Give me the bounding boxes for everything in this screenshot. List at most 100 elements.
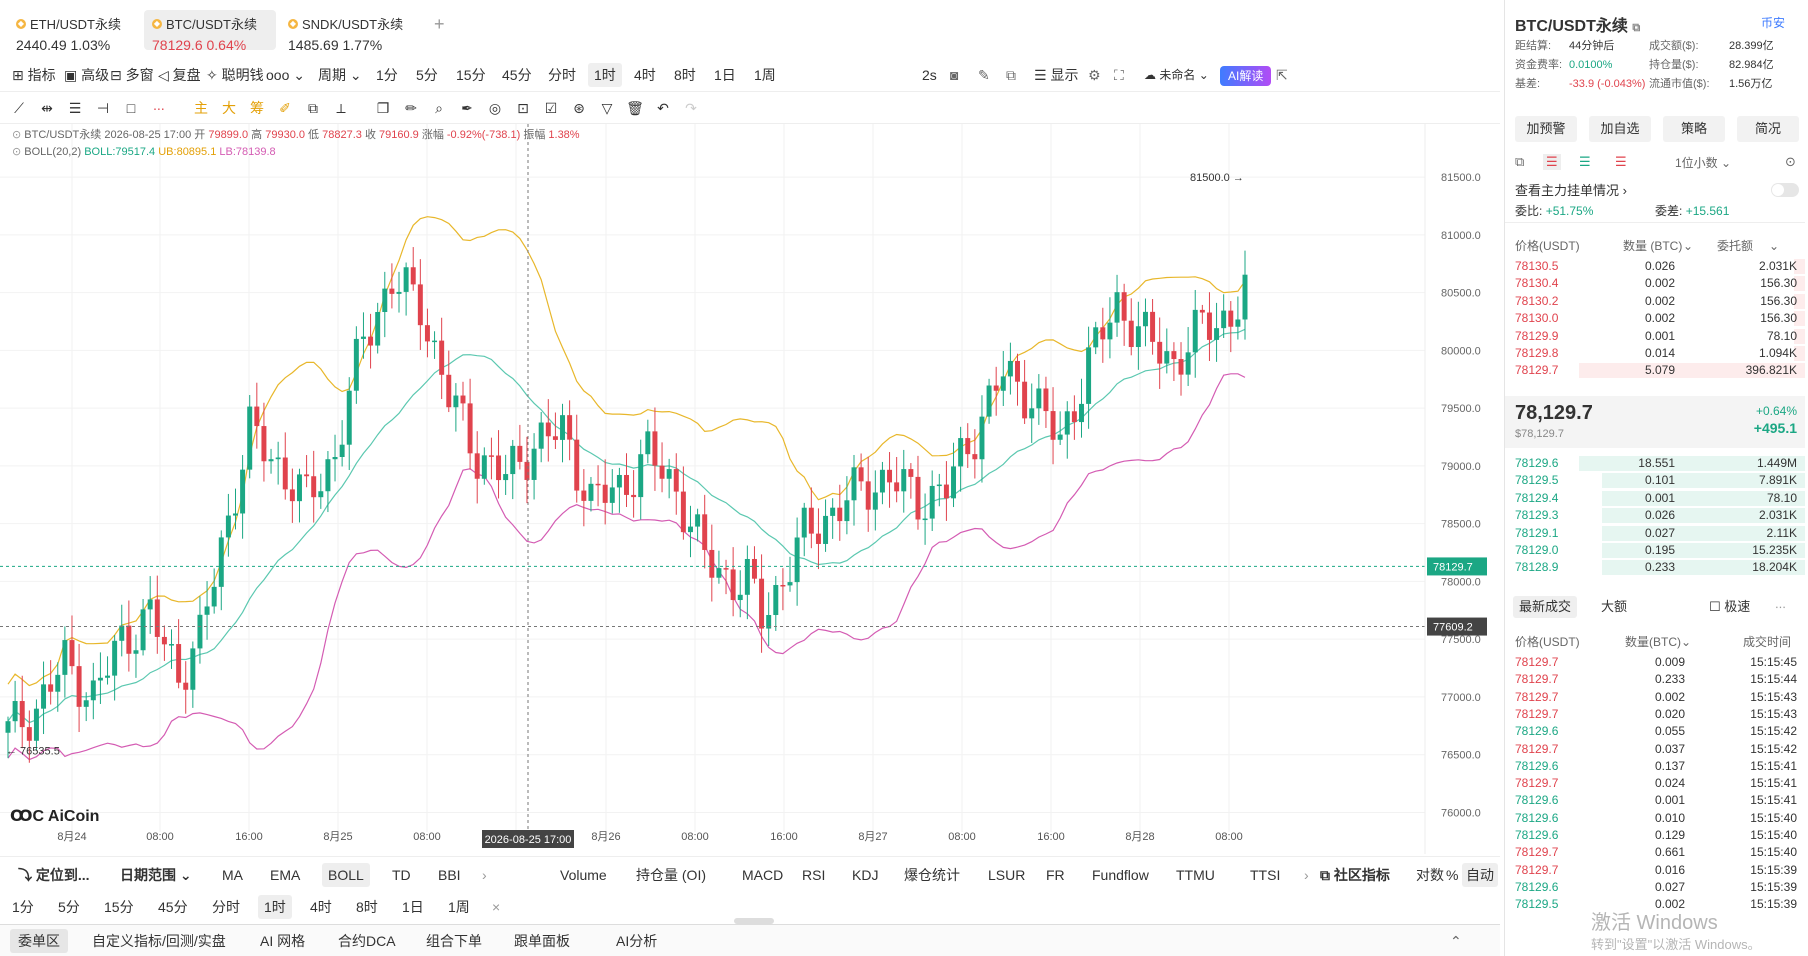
camera-icon[interactable]: ◙ <box>950 67 959 83</box>
ind-boll[interactable]: BOLL <box>322 863 370 887</box>
edit-icon[interactable]: ✎ <box>978 67 990 83</box>
settings-icon[interactable]: ⚙ <box>1088 67 1101 83</box>
locate-button[interactable]: ⤵ 定位到... <box>18 867 90 883</box>
sub-fr[interactable]: FR <box>1046 867 1065 883</box>
profile-button[interactable]: 简况 <box>1737 116 1799 142</box>
interval-45m[interactable]: 45分 <box>502 67 532 83</box>
ask-row[interactable]: 78130.0 0.002 156.30 <box>1505 310 1805 327</box>
bid-row[interactable]: 78128.9 0.233 18.204K <box>1505 559 1805 576</box>
panel-tab-copy[interactable]: 跟单面板 <box>514 933 570 949</box>
sub-ttmu[interactable]: TTMU <box>1176 867 1215 883</box>
bid-row[interactable]: 78129.1 0.027 2.11K <box>1505 525 1805 542</box>
check-icon[interactable]: ☑ <box>544 100 558 116</box>
ind-td[interactable]: TD <box>392 867 411 883</box>
clone-icon[interactable]: ❐ <box>376 100 390 116</box>
exchange-link[interactable]: 币安 <box>1761 16 1786 30</box>
trend-line-icon[interactable]: ⟋ <box>14 100 24 116</box>
quick-timeshare[interactable]: 分时 <box>212 899 240 915</box>
share-icon[interactable]: ⧉ <box>1006 67 1016 83</box>
undo-icon[interactable]: ↶ <box>657 100 669 116</box>
sub-ttsi[interactable]: TTSI <box>1250 867 1281 883</box>
interval-timeshare[interactable]: 分时 <box>548 67 576 83</box>
sub-rsi[interactable]: RSI <box>802 867 826 883</box>
trash-icon[interactable]: 🗑 <box>626 100 644 116</box>
popout-icon[interactable]: ⧉ <box>1515 154 1525 169</box>
main-orders-toggle[interactable] <box>1771 183 1799 197</box>
strategy-button[interactable]: 策略 <box>1663 116 1725 142</box>
bid-row[interactable]: 78129.5 0.101 7.891K <box>1505 472 1805 489</box>
quick-45m[interactable]: 45分 <box>158 899 188 915</box>
percent-toggle[interactable]: % <box>1446 867 1459 883</box>
sub-volume[interactable]: Volume <box>560 867 607 883</box>
large-order-icon[interactable]: 大 <box>222 100 236 116</box>
quick-8h[interactable]: 8时 <box>356 899 378 915</box>
period-dropdown[interactable]: 周期 ⌄ <box>318 67 362 83</box>
quick-15m[interactable]: 15分 <box>104 899 134 915</box>
more-icon[interactable]: ooo ⌄ <box>266 67 305 83</box>
panel-tab-dca[interactable]: 合约DCA <box>338 933 396 949</box>
rectangle-icon[interactable]: □ <box>126 100 136 116</box>
quick-4h[interactable]: 4时 <box>310 899 332 915</box>
display-button[interactable]: ☰ 显示 <box>1034 67 1079 83</box>
add-watchlist-button[interactable]: 加自选 <box>1589 116 1651 142</box>
sub-kdj[interactable]: KDJ <box>852 867 879 883</box>
chevron-right-icon[interactable]: › <box>1304 867 1309 883</box>
add-tab-button[interactable]: + <box>434 14 445 34</box>
community-indicator-button[interactable]: ⧉ 社区指标 <box>1320 867 1390 883</box>
advanced-button[interactable]: ▣ 高级 <box>64 67 110 83</box>
horizontal-line-icon[interactable]: ⇹ <box>41 100 53 116</box>
ask-row[interactable]: 78129.9 0.001 78.10 <box>1505 328 1805 345</box>
quick-1m[interactable]: 1分 <box>12 899 34 915</box>
measure-icon[interactable]: ⟂ <box>336 100 346 116</box>
ai-interpret-button[interactable]: AI解读 <box>1220 66 1272 86</box>
main-orders-link[interactable]: 查看主力挂单情况 › <box>1515 183 1627 198</box>
sub-oi[interactable]: 持仓量 (OI) <box>636 867 706 883</box>
quick-1w[interactable]: 1周 <box>448 899 470 915</box>
more-icon[interactable]: ∙∙∙ <box>1775 599 1786 614</box>
copy-icon[interactable]: ⧉ <box>308 100 318 116</box>
interval-1h[interactable]: 1时 <box>588 63 622 87</box>
ind-ema[interactable]: EMA <box>270 867 301 883</box>
zoom-icon[interactable]: ⌕ <box>435 100 443 116</box>
fast-mode-checkbox[interactable]: ☐ 极速 <box>1709 599 1751 614</box>
collapse-icon[interactable]: ⌃ <box>1450 933 1462 949</box>
ask-row[interactable]: 78129.8 0.014 1.094K <box>1505 345 1805 362</box>
interval-1m[interactable]: 1分 <box>376 67 398 83</box>
replay-button[interactable]: ◁ 复盘 <box>158 67 201 83</box>
ask-row[interactable]: 78130.2 0.002 156.30 <box>1505 293 1805 310</box>
tab-latest-trades[interactable]: 最新成交 <box>1513 596 1578 618</box>
add-alert-button[interactable]: 加预警 <box>1515 116 1577 142</box>
main-force-icon[interactable]: 主 <box>194 100 208 116</box>
export-icon[interactable]: ⇱ <box>1276 67 1288 83</box>
tab-btc[interactable]: ◆ BTC/USDT永续 78129.6 0.64% <box>144 10 276 53</box>
interval-4h[interactable]: 4时 <box>634 67 656 83</box>
interval-8h[interactable]: 8时 <box>674 67 696 83</box>
ruler-icon[interactable]: ✏ <box>405 100 417 116</box>
chip-icon[interactable]: 筹 <box>250 100 264 116</box>
indicator-button[interactable]: ⊞ 指标 <box>12 67 56 83</box>
bid-row[interactable]: 78129.6 18.551 1.449M <box>1505 455 1805 472</box>
redo-icon[interactable]: ↷ <box>685 100 697 116</box>
panel-tab-combo[interactable]: 组合下单 <box>426 933 482 949</box>
smart-money-button[interactable]: ✧ 聪明钱 <box>206 67 264 83</box>
asks-view-icon[interactable]: ☰ <box>1615 154 1627 169</box>
tab-sndk[interactable]: ◆ SNDK/USDT永续 1485.69 1.77% <box>280 10 430 53</box>
ray-icon[interactable]: ⊣ <box>96 100 110 116</box>
quick-1h[interactable]: 1时 <box>258 895 292 919</box>
multi-window-button[interactable]: ⊟ 多窗 <box>110 67 154 83</box>
auto-toggle[interactable]: 自动 <box>1462 863 1498 887</box>
interval-1d[interactable]: 1日 <box>714 67 736 83</box>
refresh-interval[interactable]: 2s <box>922 67 937 83</box>
quick-5m[interactable]: 5分 <box>58 899 80 915</box>
date-range-dropdown[interactable]: 日期范围 ⌄ <box>120 867 192 883</box>
interval-5m[interactable]: 5分 <box>416 67 438 83</box>
sub-fundflow[interactable]: Fundflow <box>1092 867 1149 883</box>
tab-eth[interactable]: ◆ ETH/USDT永续 2440.49 1.03% <box>8 10 140 53</box>
pen-icon[interactable]: ✐ <box>279 100 291 116</box>
quick-1d[interactable]: 1日 <box>402 899 424 915</box>
bid-row[interactable]: 78129.3 0.026 2.031K <box>1505 507 1805 524</box>
bids-view-icon[interactable]: ☰ <box>1579 154 1591 169</box>
sub-liquidation[interactable]: 爆仓统计 <box>904 867 960 883</box>
close-icon[interactable]: × <box>492 899 501 915</box>
parallel-lines-icon[interactable]: ☰ <box>68 100 82 116</box>
